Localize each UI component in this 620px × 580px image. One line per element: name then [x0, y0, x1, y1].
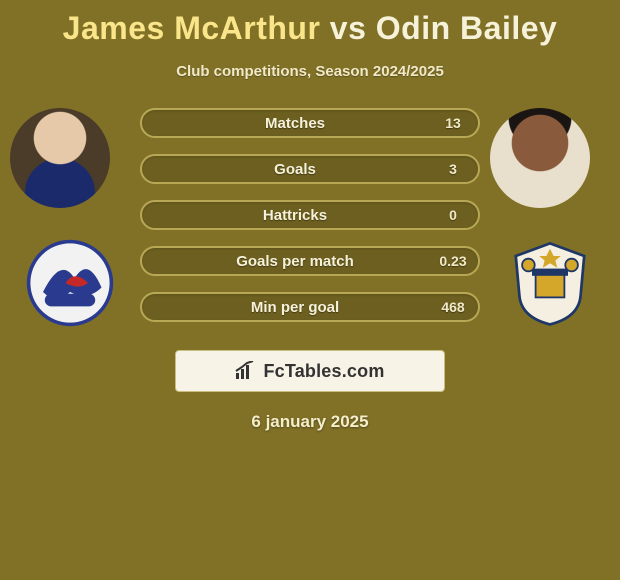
stat-right-value: 13	[428, 115, 478, 131]
player2-club-crest	[500, 238, 600, 328]
stat-right-value: 0.23	[428, 253, 478, 269]
comparison-title: James McArthur vs Odin Bailey	[0, 0, 620, 47]
source-badge: FcTables.com	[175, 350, 445, 392]
vs-text: vs	[330, 10, 367, 46]
player2-avatar	[490, 108, 590, 208]
stat-row: Matches 13	[140, 108, 480, 138]
source-site: FcTables.com	[263, 361, 384, 382]
player2-name: Odin Bailey	[376, 10, 558, 46]
player1-avatar	[10, 108, 110, 208]
stat-label: Hattricks	[162, 207, 428, 224]
chart-icon	[235, 361, 257, 381]
stat-right-value: 468	[428, 299, 478, 315]
stat-row: Hattricks 0	[140, 200, 480, 230]
content-area: Matches 13 Goals 3 Hattricks 0 Goals per…	[0, 108, 620, 348]
stat-row: Goals per match 0.23	[140, 246, 480, 276]
player1-name: James McArthur	[63, 10, 321, 46]
stat-label: Goals	[162, 161, 428, 178]
stat-row: Min per goal 468	[140, 292, 480, 322]
date-text: 6 january 2025	[0, 412, 620, 432]
stat-label: Goals per match	[162, 253, 428, 270]
stat-label: Matches	[162, 115, 428, 132]
stat-row: Goals 3	[140, 154, 480, 184]
stat-right-value: 3	[428, 161, 478, 177]
stat-label: Min per goal	[162, 299, 428, 316]
player1-club-crest	[20, 238, 120, 328]
stats-list: Matches 13 Goals 3 Hattricks 0 Goals per…	[140, 108, 480, 338]
subtitle: Club competitions, Season 2024/2025	[0, 63, 620, 80]
stat-right-value: 0	[428, 207, 478, 223]
